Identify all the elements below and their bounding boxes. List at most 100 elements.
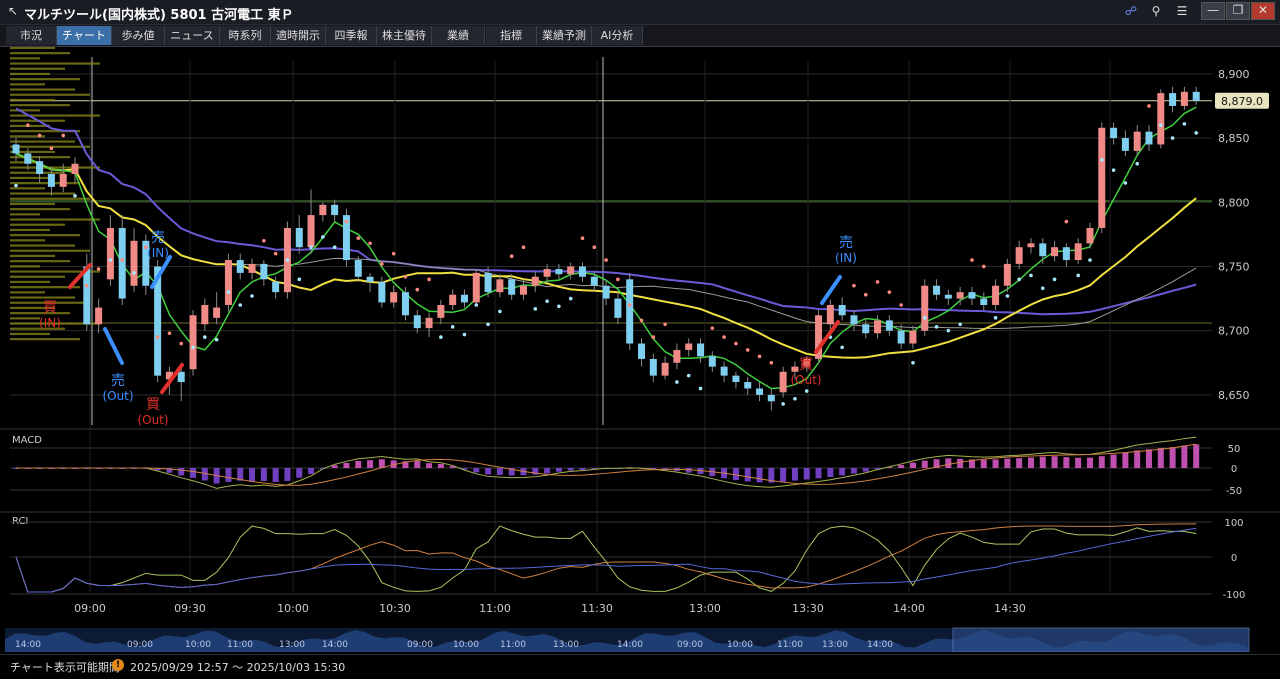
macd-histogram-bar [508,468,515,476]
candle-body [319,204,327,216]
psar-dot [108,258,113,262]
trade-annotations: 買(IN)売(IN)売(Out)買(Out)売(IN)買(Out) [39,230,857,427]
candle-body [862,324,870,334]
macd-histogram-bar [1134,450,1141,468]
tab-chart[interactable]: チャート [57,26,112,45]
candle-body [508,279,516,295]
psar-dot [1005,294,1010,298]
candle-body [850,315,858,325]
psar-dot [1123,181,1128,185]
psar-dot [757,354,762,359]
candle-body [992,285,1000,305]
last-price-label: 8,879.0 [1221,95,1263,108]
candle-body [897,330,905,344]
psar-dot [675,380,679,384]
rci-tick-label: 100 [1224,518,1243,529]
psar-dot [745,348,750,352]
psar-dot [332,245,337,250]
volume-profile-bar [10,260,70,263]
psar-dot [273,251,278,256]
tab-benefits[interactable]: 株主優待 [377,26,432,45]
psar-dot [1147,104,1151,108]
volume-profile-bar [10,306,55,310]
volume-profile-bar [10,109,40,112]
annotation-arrow [814,320,840,354]
candle-body [744,382,752,389]
macd-histogram-bar [532,468,539,475]
candle-body [189,315,197,370]
candle-body [791,366,799,372]
macd-histogram-bar [685,468,692,473]
psar-dot [474,303,479,307]
candle-body [24,153,32,164]
volume-profile-bar [10,197,90,200]
tab-disclosure[interactable]: 適時開示 [271,26,326,45]
volume-profile-bar [10,124,50,128]
macd-histogram-bar [650,468,657,469]
psar-dot [781,402,785,406]
close-button[interactable]: ✕ [1251,2,1275,20]
psar-dot [167,331,172,336]
volume-profile-bar [10,213,40,216]
overview-tick-label: 11:00 [777,640,803,650]
macd-histogram-bar [1110,454,1117,468]
psar-dot [191,345,195,350]
psar-dot [875,280,880,284]
candle-body [980,298,988,305]
candle-body [460,294,468,303]
status-bar: チャート表示可能期間 ! 2025/09/29 12:57 ～ 2025/10/… [0,654,1280,679]
psar-dot [509,254,514,258]
tab-forecast[interactable]: 業績予測 [537,26,592,45]
tab-market[interactable]: 市況 [6,26,57,45]
psar-dot [262,238,266,243]
macd-histogram-bar [579,468,586,471]
volume-profile-bar [10,312,70,315]
psar-dot [144,245,148,250]
minimize-button[interactable]: — [1201,2,1225,20]
macd-histogram-bar [496,468,503,475]
volume-profile-bar [10,98,55,102]
price-tick-label: 8,750 [1218,260,1250,273]
tab-shikiho[interactable]: 四季報 [326,26,377,45]
search-icon[interactable]: ⚲ [1151,4,1161,18]
psar-dot [734,341,738,346]
annotation-arrow [820,275,842,305]
restore-button[interactable]: ❐ [1226,2,1250,20]
tab-ai[interactable]: AI分析 [592,26,643,45]
psar-dot [309,245,313,250]
psar-dot [368,241,372,246]
macd-histogram-bar [815,468,822,479]
tab-results[interactable]: 業績 [432,26,485,45]
macd-histogram-bar [1004,458,1011,468]
psar-dot [651,335,656,339]
psar-dot [627,303,632,307]
volume-profile-bar [10,270,100,273]
candle-body [1015,247,1023,264]
macd-histogram-bar [980,459,987,468]
overview-tick-label: 14:00 [322,640,348,650]
tab-timeseries[interactable]: 時系列 [220,26,271,45]
tab-news[interactable]: ニュース [165,26,220,45]
menu-icon[interactable]: ☰ [1176,4,1188,18]
annotation-label: 売 [839,235,853,251]
warning-icon: ! [112,659,124,671]
link-icon[interactable]: ☍ [1124,4,1138,18]
psar-dot [1040,286,1045,291]
candle-body [224,260,232,305]
macd-tick-label: 0 [1231,464,1237,475]
tab-ticks[interactable]: 歩み値 [112,26,165,45]
psar-dot [120,258,125,262]
chart-svg[interactable]: 買(IN)売(IN)売(Out)買(Out)売(IN)買(Out) 8,9008… [0,41,1280,653]
tab-indicators[interactable]: 指標 [486,26,537,45]
volume-profile-bar [10,114,100,117]
volume-profile-bar [10,202,55,206]
time-tick-label: 10:30 [379,602,411,615]
annotation-sublabel: (Out) [790,373,821,387]
macd-histogram-bar [355,460,362,468]
psar-dot [26,123,30,128]
volume-profile-bar [10,83,45,86]
volume-profile-bar [10,322,100,325]
chart-area[interactable]: 買 (IN) 売 (IN) 売 (Out) 買 (Out) 売 (IN) 買 (Out) 8,900 8… [0,41,1280,653]
time-tick-label: 13:30 [792,602,824,615]
